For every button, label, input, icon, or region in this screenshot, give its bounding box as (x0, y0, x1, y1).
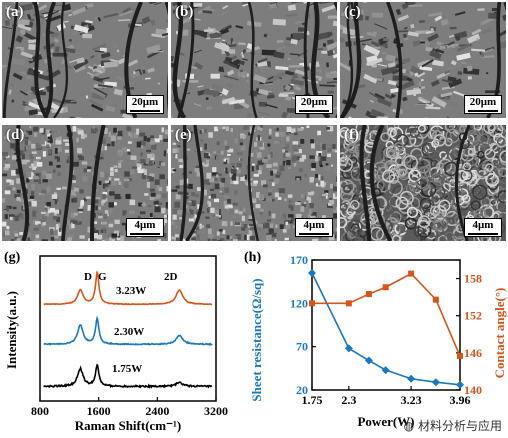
x-tick-label: 2400 (145, 404, 169, 418)
panel-letter-h: (h) (244, 250, 261, 265)
scale-bar-line (130, 233, 160, 235)
scale-bar: 4μm (464, 218, 502, 237)
y-tick-label: 20 (296, 383, 308, 397)
sem-image-e: (e) 4μm (171, 125, 337, 241)
x-tick-label: 800 (31, 404, 49, 418)
scale-bar: 20μm (295, 95, 333, 114)
scale-bar-line (468, 233, 498, 235)
trace-label-3-23w: 3.23W (116, 285, 146, 297)
scale-label: 20μm (469, 96, 497, 108)
scale-label: 20μm (300, 96, 328, 108)
panel-letter: (e) (175, 127, 192, 143)
panel-letter: (c) (344, 4, 361, 20)
scale-label: 20μm (131, 96, 159, 108)
resistance-point (344, 344, 353, 353)
contact-angle-point (309, 300, 315, 307)
resistance-point (431, 378, 440, 387)
sem-texture (2, 2, 168, 118)
left-axis-label: Sheet resistance(Ω/sq) (249, 278, 264, 401)
raman-trace-3-23w (43, 270, 213, 306)
plot-frame (39, 255, 217, 402)
sem-image-b: (b) 20μm (171, 2, 337, 118)
raman-trace-2-30w (43, 315, 213, 347)
contact-angle-point (408, 270, 415, 277)
sem-image-d: (d) 4μm (2, 125, 168, 241)
peak-label-g: G (98, 271, 107, 283)
raman-trace-1-75w (43, 363, 213, 389)
sem-texture (340, 125, 506, 241)
contact-angle-point (345, 300, 352, 307)
x-tick-label: 1.75 (302, 393, 323, 407)
y-tick-label: 152 (464, 309, 482, 323)
power-chart: (h) Power(W) Sheet resistance(Ω/sq) Cont… (244, 250, 507, 429)
resistance-point (381, 366, 390, 375)
wechat-icon: ◍ (403, 419, 415, 433)
x-axis-label: Raman Shift(cm⁻¹) (75, 418, 181, 433)
scale-bar-line (299, 233, 329, 235)
plot-frame (311, 259, 461, 391)
resistance-point (407, 374, 416, 383)
scale-label: 4μm (472, 219, 494, 231)
y-tick-label: 70 (296, 340, 308, 354)
watermark-text: 材料分析与应用 (417, 419, 502, 433)
x-tick-label: 3.23 (401, 393, 422, 407)
y-tick-label: 120 (290, 296, 308, 310)
sem-image-c: (c) 20μm (340, 2, 506, 118)
x-axis-label: Power(W) (357, 414, 414, 429)
scale-bar: 20μm (464, 95, 502, 114)
panel-letter-g: (g) (4, 250, 21, 265)
x-tick-label: 3.96 (450, 393, 471, 407)
resistance-point (456, 380, 464, 389)
sem-image-a: (a) 20μm (2, 2, 168, 118)
contact-angle-point (365, 291, 372, 298)
scale-bar-line (130, 110, 160, 112)
y-tick-label: 170 (290, 253, 308, 267)
raman-chart: (g) D G 2D 3.23W 2.30W 1.75W Raman Shift… (4, 250, 228, 433)
scale-bar: 4μm (126, 218, 164, 237)
x-tick-label: 3200 (204, 404, 228, 418)
peak-label-2d: 2D (164, 271, 178, 283)
scale-bar-line (468, 110, 498, 112)
panel-letter: (f) (344, 127, 359, 143)
resistance-point (364, 356, 373, 365)
trace-label-1-75w: 1.75W (112, 363, 142, 375)
peak-label-d: D (84, 271, 92, 283)
y-tick-label: 146 (464, 346, 482, 360)
x-tick-label: 2.3 (341, 393, 356, 407)
panel-letter: (d) (6, 127, 25, 143)
y-tick-label: 140 (464, 383, 482, 397)
right-axis-label: Contact angle(°) (492, 288, 507, 379)
scale-bar-line (299, 110, 329, 112)
contact-angle-point (382, 284, 389, 291)
y-axis-label: Intensity(a.u.) (4, 291, 19, 369)
watermark: ◍ 材料分析与应用 (404, 417, 502, 434)
y-tick-label: 158 (464, 272, 482, 286)
contact-angle-point (457, 352, 463, 359)
scale-label: 4μm (134, 219, 156, 231)
scale-bar: 4μm (295, 218, 333, 237)
x-tick-label: 1600 (87, 404, 111, 418)
sem-image-f: (f) 4μm (340, 125, 506, 241)
resistance-point (308, 269, 316, 277)
panel-letter: (a) (6, 4, 24, 20)
scale-bar: 20μm (126, 95, 164, 114)
panel-letter: (b) (175, 4, 194, 20)
trace-label-2-30w: 2.30W (114, 326, 144, 338)
contact-angle-point (432, 296, 439, 303)
scale-label: 4μm (303, 219, 325, 231)
